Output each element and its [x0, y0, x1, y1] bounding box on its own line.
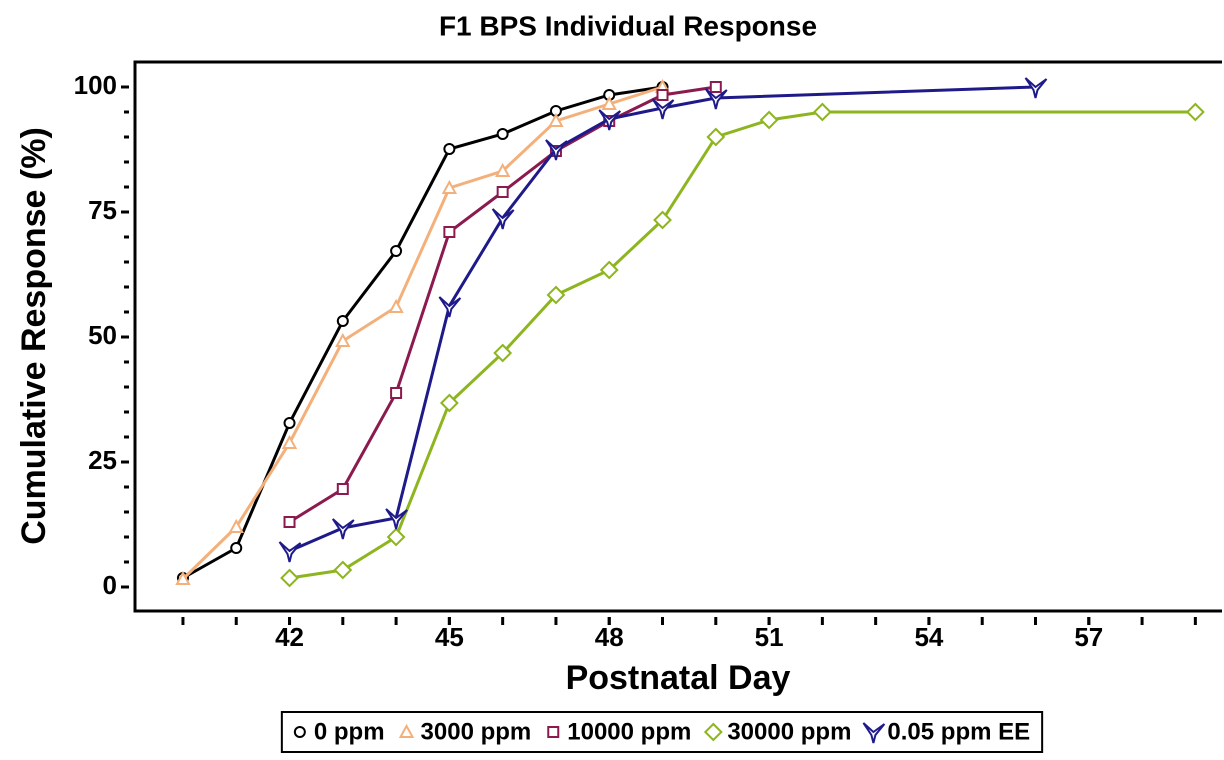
marker — [651, 98, 675, 120]
marker — [656, 89, 669, 101]
marker — [280, 568, 299, 588]
marker — [496, 186, 509, 198]
legend-label: 30000 ppm — [727, 718, 851, 745]
x-tick-label: 48 — [595, 622, 624, 652]
marker — [335, 332, 351, 347]
marker — [598, 109, 622, 131]
marker — [333, 560, 353, 580]
marker — [385, 508, 408, 530]
legend-box — [280, 711, 1044, 753]
marker — [709, 81, 722, 93]
series-line — [181, 85, 663, 581]
marker — [388, 298, 404, 313]
legend: 0 ppm 3000 ppm 10000 ppm 30000 ppm 0.05 ppm … — [280, 711, 1044, 753]
marker — [703, 722, 723, 742]
marker — [706, 127, 726, 147]
x-tick-label: 42 — [275, 622, 304, 652]
marker — [441, 179, 458, 194]
marker — [228, 518, 244, 533]
x-tick-label: 51 — [755, 622, 784, 652]
series-line — [182, 85, 663, 580]
marker — [390, 245, 403, 257]
marker — [545, 139, 568, 161]
marker — [336, 483, 349, 495]
marker — [283, 516, 296, 528]
series-line — [288, 85, 1036, 553]
marker — [546, 285, 566, 305]
y-tick-label: 25 — [88, 445, 117, 475]
x-axis-label: Postnatal Day — [566, 659, 791, 697]
x-tick-label: 45 — [435, 622, 464, 652]
marker — [704, 88, 728, 110]
marker — [443, 226, 456, 238]
marker — [494, 162, 511, 177]
y-tick-label: 100 — [74, 70, 117, 100]
plot-frame — [133, 60, 1222, 613]
marker — [862, 722, 886, 744]
marker — [759, 110, 779, 130]
marker — [653, 210, 672, 230]
marker — [493, 343, 513, 363]
chart-title: F1 BPS Individual Response — [439, 10, 817, 41]
x-tick-label: 57 — [1074, 622, 1103, 652]
marker — [283, 417, 296, 429]
marker — [230, 542, 243, 554]
y-tick-label: 75 — [88, 195, 117, 225]
y-tick-label: 50 — [88, 320, 117, 350]
marker — [812, 102, 832, 122]
legend-label: 0 ppm — [314, 718, 385, 745]
marker — [386, 527, 406, 547]
legend-label: 3000 ppm — [421, 718, 532, 745]
marker — [438, 296, 462, 318]
marker — [548, 112, 564, 127]
marker — [443, 143, 456, 155]
legend-label: 0.05 ppm EE — [887, 718, 1030, 745]
marker — [331, 518, 355, 540]
marker — [599, 260, 619, 280]
marker — [278, 541, 302, 563]
marker — [390, 387, 403, 399]
legend-label: 10000 ppm — [567, 718, 691, 745]
series-line — [288, 85, 717, 524]
marker — [293, 726, 306, 738]
marker — [547, 726, 560, 738]
series-line — [289, 110, 1196, 580]
marker — [1185, 102, 1205, 122]
marker — [336, 315, 349, 327]
marker — [496, 128, 509, 140]
y-tick-label: 0 — [103, 570, 117, 600]
marker — [398, 723, 415, 738]
marker — [491, 208, 515, 230]
x-tick-label: 54 — [914, 622, 943, 652]
marker — [601, 95, 617, 110]
y-axis-label: Cumulative Response (%) — [15, 127, 53, 545]
marker — [281, 434, 298, 449]
marker — [175, 570, 191, 585]
marker — [1024, 77, 1048, 99]
marker — [439, 393, 459, 413]
